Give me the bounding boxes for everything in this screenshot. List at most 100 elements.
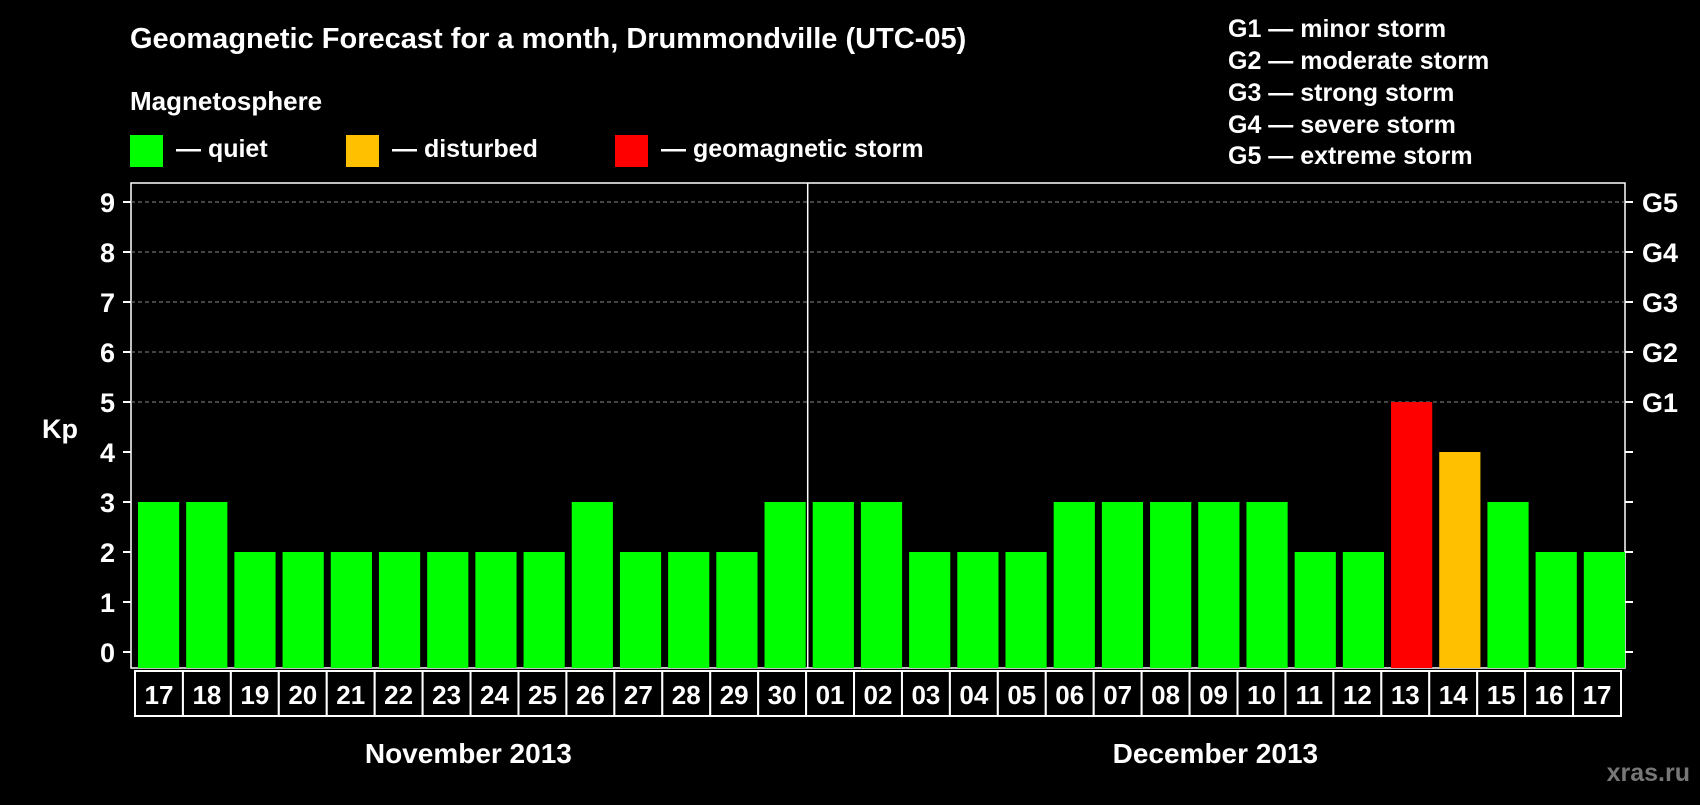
chart-subtitle: Magnetosphere <box>130 86 322 116</box>
day-label-box <box>948 670 999 717</box>
storm-level-label: G4 <box>1642 238 1678 268</box>
chart-title: Geomagnetic Forecast for a month, Drummo… <box>130 23 966 55</box>
kp-bar <box>1583 552 1625 668</box>
day-label: 06 <box>1055 680 1084 710</box>
storm-scale-legend: G1 — minor storm G2 — moderate storm G3 … <box>1228 15 1489 170</box>
kp-bar <box>571 502 613 668</box>
day-label: 16 <box>1535 680 1564 710</box>
kp-bar <box>716 552 758 668</box>
kp-bar <box>619 552 662 668</box>
kp-bar <box>1439 452 1481 668</box>
day-label: 30 <box>768 680 797 710</box>
legend-label-disturbed: — disturbed <box>392 135 538 163</box>
kp-bar <box>812 502 854 668</box>
day-label: 10 <box>1247 680 1276 710</box>
day-label: 24 <box>480 680 509 710</box>
y-tick-label: 3 <box>100 488 115 518</box>
storm-level-label: G2 <box>1642 338 1678 368</box>
day-label-box <box>1044 670 1095 717</box>
kp-bar <box>186 502 228 668</box>
day-label-box <box>1428 670 1479 717</box>
y-axis-label: Kp <box>42 414 78 444</box>
day-label-box <box>661 670 712 717</box>
kp-bar <box>957 552 999 668</box>
y-tick-label: 8 <box>100 238 115 268</box>
day-label: 17 <box>145 680 174 710</box>
day-label-box <box>1332 670 1383 717</box>
day-label-box <box>853 670 903 717</box>
kp-bar <box>909 552 951 668</box>
day-label: 14 <box>1439 680 1468 710</box>
day-label: 09 <box>1199 680 1228 710</box>
y-tick-label: 2 <box>100 538 115 568</box>
legend-label-storm: — geomagnetic storm <box>661 135 924 163</box>
day-label: 11 <box>1296 680 1324 710</box>
month-label: November 2013 <box>365 738 572 769</box>
day-label: 12 <box>1343 680 1372 710</box>
month-label: December 2013 <box>1113 738 1318 769</box>
kp-bar <box>1005 552 1047 668</box>
kp-bar <box>475 552 517 668</box>
day-label: 15 <box>1487 680 1516 710</box>
legend-swatch-disturbed <box>346 135 379 167</box>
kp-bar <box>668 552 710 668</box>
kp-bar <box>330 552 372 668</box>
kp-bar <box>860 502 903 668</box>
day-label: 05 <box>1007 680 1036 710</box>
storm-level-label: G1 <box>1642 388 1678 418</box>
kp-bar <box>1294 552 1336 668</box>
day-label: 22 <box>384 680 413 710</box>
y-tick-label: 6 <box>100 338 115 368</box>
day-label-box <box>757 670 808 717</box>
kp-bar <box>764 502 806 668</box>
kp-bar <box>523 552 565 668</box>
kp-bar <box>234 552 276 668</box>
storm-scale-g4: G4 — severe storm <box>1228 111 1456 139</box>
legend-label-quiet: — quiet <box>176 135 268 163</box>
day-label: 20 <box>288 680 317 710</box>
kp-bar <box>1391 402 1433 668</box>
day-label-box <box>469 670 520 717</box>
day-label-box <box>565 670 616 717</box>
day-label: 19 <box>240 680 269 710</box>
day-label: 25 <box>528 680 557 710</box>
storm-scale-g2: G2 — moderate storm <box>1228 47 1489 75</box>
storm-level-label: G5 <box>1642 188 1678 218</box>
day-label: 17 <box>1583 680 1612 710</box>
legend-swatch-storm <box>615 135 648 167</box>
day-label-box <box>373 670 424 717</box>
kp-bar <box>1053 502 1095 668</box>
day-label: 08 <box>1151 680 1180 710</box>
y-tick-label: 0 <box>100 638 115 668</box>
day-label: 03 <box>911 680 940 710</box>
y-tick-label: 9 <box>100 188 115 218</box>
y-tick-label: 1 <box>100 588 115 618</box>
day-label: 23 <box>432 680 461 710</box>
kp-bar <box>282 552 324 668</box>
day-label-box <box>134 670 184 717</box>
day-label-box <box>1572 670 1623 717</box>
day-label-box <box>996 670 1047 717</box>
kp-bar <box>138 502 180 668</box>
day-label: 28 <box>672 680 701 710</box>
kp-bar <box>378 552 421 668</box>
storm-scale-g3: G3 — strong storm <box>1228 79 1454 107</box>
day-label-box <box>709 670 760 717</box>
day-label-box <box>1236 670 1287 717</box>
y-tick-label: 4 <box>100 438 115 468</box>
day-label-box <box>517 670 568 717</box>
day-label: 02 <box>864 680 893 710</box>
day-label: 13 <box>1391 680 1420 710</box>
day-label: 21 <box>336 680 365 710</box>
y-tick-label: 7 <box>100 288 115 318</box>
day-label: 04 <box>959 680 988 710</box>
kp-bar <box>427 552 469 668</box>
day-label-box <box>277 670 328 717</box>
kp-bar <box>1150 502 1192 668</box>
day-label-box <box>1092 670 1143 717</box>
watermark: xras.ru <box>1607 759 1690 787</box>
storm-scale-g1: G1 — minor storm <box>1228 15 1446 43</box>
day-label-box <box>1380 670 1431 717</box>
kp-bar <box>1198 502 1240 668</box>
